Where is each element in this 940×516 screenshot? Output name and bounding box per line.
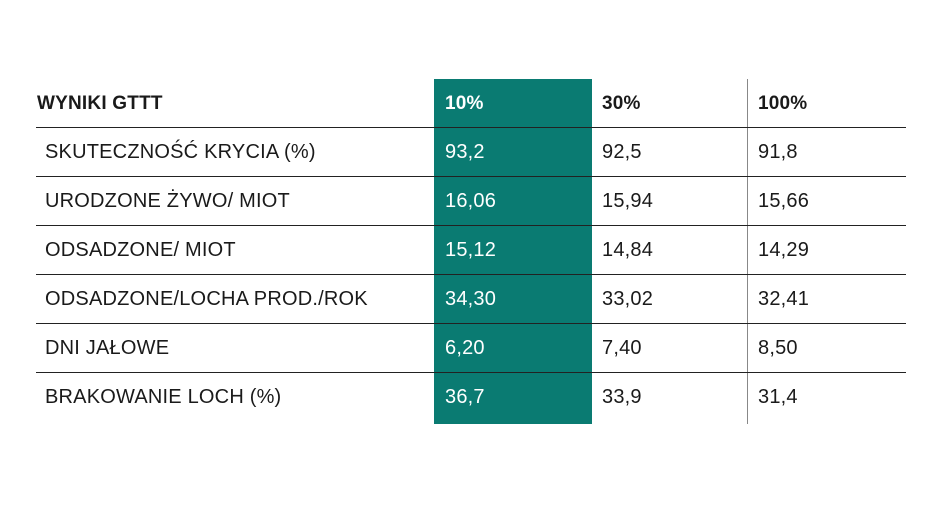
row-label: ODSADZONE/LOCHA PROD./ROK [45, 287, 368, 310]
table-row: DNI JAŁOWE 6,20 7,40 8,50 [36, 324, 906, 373]
cell-100: 14,29 [758, 238, 810, 261]
cell-10: 15,12 [445, 238, 497, 261]
row-label: SKUTECZNOŚĆ KRYCIA (%) [45, 140, 316, 163]
cell-30: 92,5 [602, 140, 642, 163]
cell-100: 8,50 [758, 336, 798, 359]
cell-10: 16,06 [445, 189, 497, 212]
cell-10: 6,20 [445, 336, 485, 359]
row-label: URODZONE ŻYWO/ MIOT [45, 189, 290, 212]
table-row: SKUTECZNOŚĆ KRYCIA (%) 93,2 92,5 91,8 [36, 128, 906, 177]
header-col-30: 30% [602, 92, 641, 114]
cell-100: 32,41 [758, 287, 810, 310]
cell-10: 34,30 [445, 287, 497, 310]
row-label: ODSADZONE/ MIOT [45, 238, 236, 261]
column-divider [747, 79, 748, 424]
cell-100: 91,8 [758, 140, 798, 163]
cell-30: 7,40 [602, 336, 642, 359]
cell-30: 33,02 [602, 287, 654, 310]
cell-100: 31,4 [758, 386, 798, 408]
table-row: URODZONE ŻYWO/ MIOT 16,06 15,94 15,66 [36, 177, 906, 226]
row-label: BRAKOWANIE LOCH (%) [45, 386, 282, 408]
table-row: BRAKOWANIE LOCH (%) 36,7 33,9 31,4 [36, 373, 906, 422]
cell-30: 15,94 [602, 189, 654, 212]
table-header-row: WYNIKI GTTT 10% 30% 100% [36, 80, 906, 128]
cell-100: 15,66 [758, 189, 810, 212]
cell-30: 14,84 [602, 238, 654, 261]
row-label: DNI JAŁOWE [45, 336, 170, 359]
header-label: WYNIKI GTTT [37, 92, 163, 114]
table-row: ODSADZONE/LOCHA PROD./ROK 34,30 33,02 32… [36, 275, 906, 324]
results-table: WYNIKI GTTT 10% 30% 100% SKUTECZNOŚĆ KRY… [36, 80, 906, 422]
table-row: ODSADZONE/ MIOT 15,12 14,84 14,29 [36, 226, 906, 275]
highlight-column-10 [434, 79, 592, 424]
cell-30: 33,9 [602, 386, 642, 408]
header-col-10: 10% [445, 92, 484, 114]
header-col-100: 100% [758, 92, 808, 114]
cell-10: 93,2 [445, 140, 485, 163]
cell-10: 36,7 [445, 386, 485, 408]
